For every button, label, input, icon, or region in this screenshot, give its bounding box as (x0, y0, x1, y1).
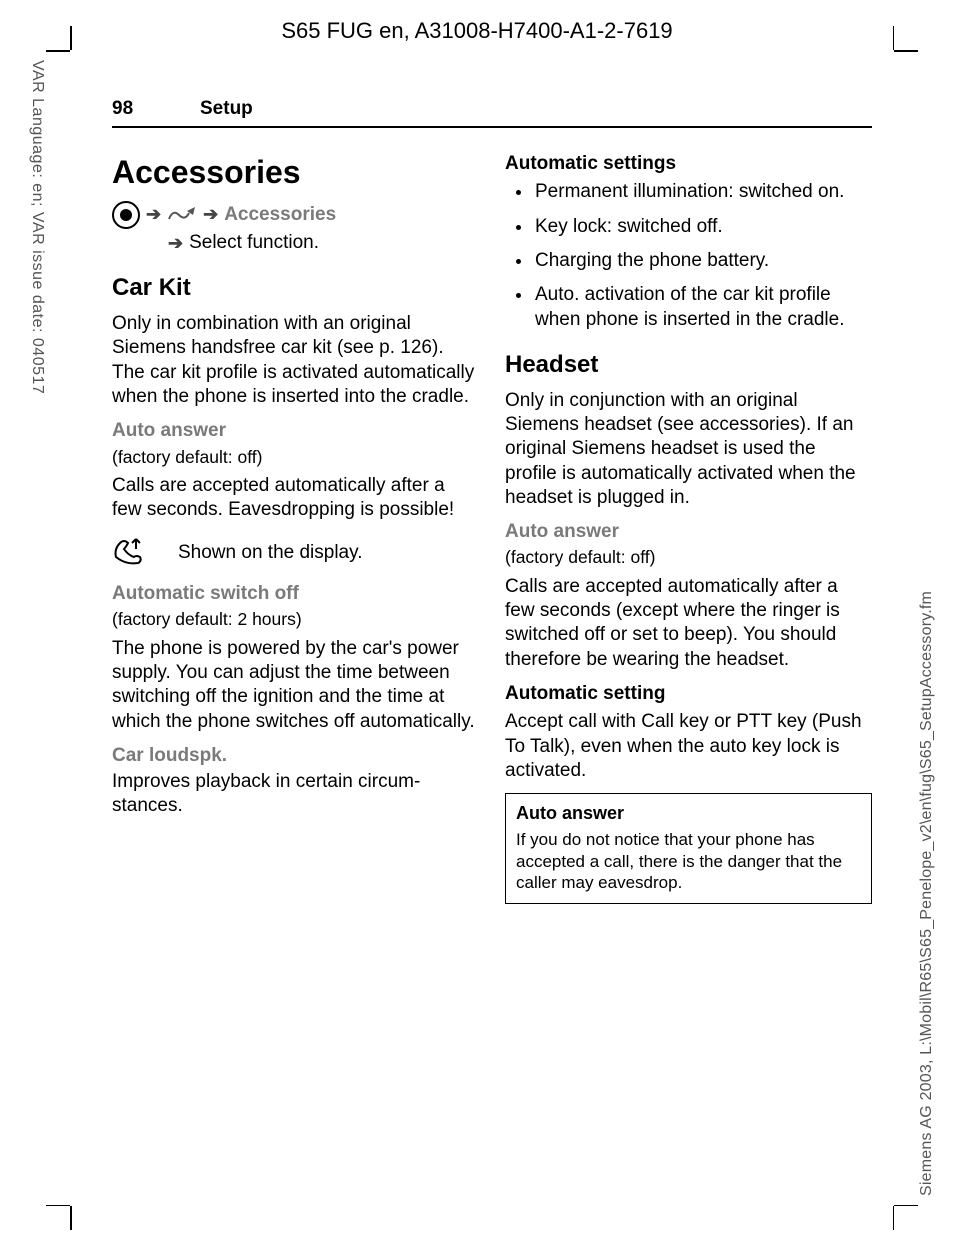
auto-switchoff-label: Automatic switch off (112, 582, 479, 606)
crop-mark (870, 1182, 894, 1206)
nav-path-line-2: ➔ Select function. (168, 231, 479, 255)
doc-header: S65 FUG en, A31008-H7400-A1-2-7619 (0, 0, 954, 52)
crop-mark (70, 1182, 94, 1206)
note-body: If you do not notice that your phone has… (516, 829, 861, 893)
auto-answer-label: Auto answer (112, 419, 479, 443)
headset-auto-answer-label: Auto answer (505, 520, 872, 544)
list-item: Charging the phone battery. (533, 249, 872, 273)
joystick-icon (112, 201, 140, 229)
car-loudspk-body: Improves playback in certain circum­stan… (112, 770, 479, 819)
arrow-icon: ➔ (146, 203, 161, 226)
car-loudspk-label: Car loudspk. (112, 744, 479, 768)
display-icon-row: Shown on the display. (112, 535, 479, 572)
crop-mark (70, 50, 94, 74)
nav-select-label: Select function. (189, 231, 319, 255)
automatic-setting-body: Accept call with Call key or PTT key (Pu… (505, 710, 872, 783)
list-item: Key lock: switched off. (533, 215, 872, 239)
setup-icon (167, 205, 197, 225)
headset-auto-answer-body: Calls are accepted automatically after a… (505, 575, 872, 672)
note-title: Auto answer (516, 802, 861, 825)
auto-settings-list: Permanent illumination: switched on. Key… (505, 180, 872, 332)
page-title: Accessories (112, 152, 479, 193)
two-column-layout: Accessories ➔ ➔ Accessories ➔ Select fun… (112, 152, 872, 904)
automatic-setting-label: Automatic setting (505, 682, 872, 706)
page-number: 98 (112, 98, 200, 120)
margin-note-right: Siemens AG 2003, L:\Mobil\R65\S65_Penelo… (918, 476, 936, 1196)
list-item: Permanent illumination: switched on. (533, 180, 872, 204)
list-item: Auto. activation of the car kit pro­file… (533, 283, 872, 332)
right-column: Automatic settings Permanent illuminatio… (505, 152, 872, 904)
call-pickup-icon (112, 535, 146, 572)
running-head: 98 Setup (112, 98, 872, 128)
auto-answer-body: Calls are accepted automatically after a… (112, 474, 479, 523)
section-name: Setup (200, 98, 253, 120)
carkit-intro: Only in combination with an original Sie… (112, 312, 479, 409)
carkit-heading: Car Kit (112, 273, 479, 304)
headset-auto-answer-default: (factory default: off) (505, 546, 872, 568)
auto-answer-default: (factory default: off) (112, 446, 479, 468)
arrow-icon: ➔ (203, 203, 218, 226)
shown-on-display-text: Shown on the display. (178, 541, 363, 565)
arrow-icon: ➔ (168, 232, 183, 255)
headset-heading: Headset (505, 350, 872, 381)
auto-switchoff-default: (factory default: 2 hours) (112, 608, 479, 630)
nav-accessories-label: Accessories (224, 203, 336, 227)
margin-note-left: VAR Language: en; VAR issue date: 040517 (28, 60, 46, 420)
left-column: Accessories ➔ ➔ Accessories ➔ Select fun… (112, 152, 479, 904)
auto-answer-note-box: Auto answer If you do not notice that yo… (505, 793, 872, 904)
auto-switchoff-body: The phone is powered by the car's power … (112, 637, 479, 734)
automatic-settings-label: Automatic settings (505, 152, 872, 176)
headset-intro: Only in conjunction with an original Sie… (505, 389, 872, 511)
page-body: 98 Setup Accessories ➔ ➔ Accessories ➔ (112, 98, 872, 904)
crop-mark (870, 50, 894, 74)
nav-path-line-1: ➔ ➔ Accessories (112, 201, 479, 229)
